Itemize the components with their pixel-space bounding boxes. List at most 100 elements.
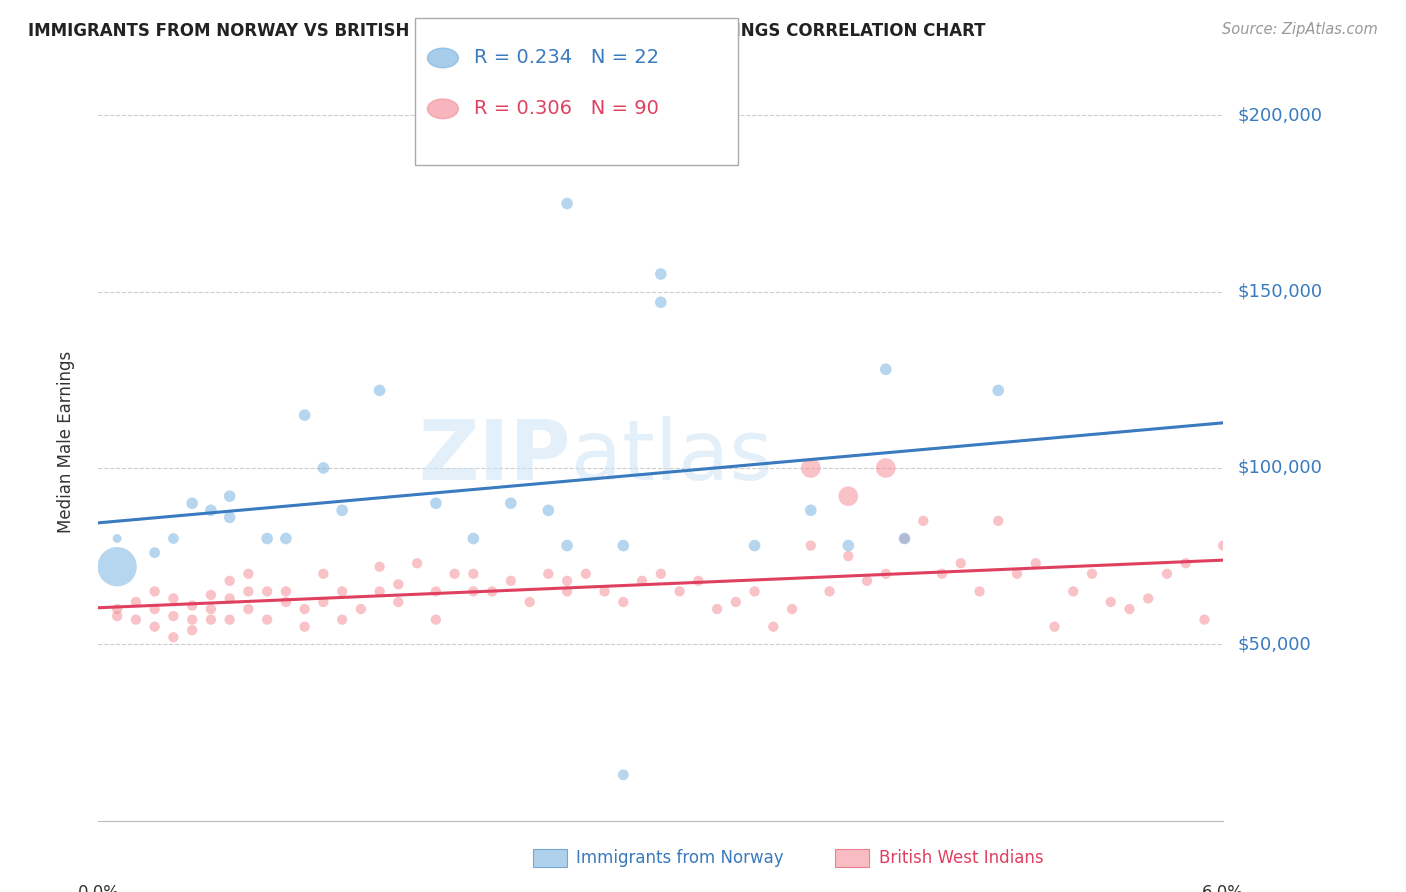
Point	[481, 584, 503, 599]
Point	[274, 584, 297, 599]
Point	[762, 620, 785, 634]
Point	[706, 602, 728, 616]
Point	[330, 584, 353, 599]
Point	[1062, 584, 1084, 599]
Point	[499, 496, 522, 510]
Text: British West Indians: British West Indians	[879, 849, 1043, 867]
Point	[949, 556, 972, 570]
Point	[1212, 539, 1234, 553]
Point	[105, 602, 128, 616]
Point	[312, 461, 335, 475]
Point	[125, 613, 148, 627]
Point	[218, 591, 240, 606]
Point	[780, 602, 803, 616]
Point	[800, 503, 823, 517]
Point	[1118, 602, 1140, 616]
Point	[218, 489, 240, 503]
Point	[875, 566, 897, 581]
Point	[668, 584, 690, 599]
Point	[463, 566, 485, 581]
Text: Immigrants from Norway: Immigrants from Norway	[576, 849, 785, 867]
Text: R = 0.306   N = 90: R = 0.306 N = 90	[474, 99, 658, 119]
Point	[837, 489, 859, 503]
Point	[969, 584, 991, 599]
Point	[537, 503, 560, 517]
Point	[912, 514, 935, 528]
Text: 0.0%: 0.0%	[77, 884, 120, 892]
Text: $150,000: $150,000	[1237, 283, 1322, 301]
Point	[612, 768, 634, 782]
Text: ZIP: ZIP	[419, 417, 571, 497]
Point	[256, 532, 278, 546]
Point	[800, 539, 823, 553]
Point	[1043, 620, 1066, 634]
Y-axis label: Median Male Earnings: Median Male Earnings	[56, 351, 75, 533]
Point	[218, 613, 240, 627]
Point	[837, 549, 859, 563]
Point	[555, 574, 578, 588]
Text: $50,000: $50,000	[1237, 635, 1310, 653]
Point	[1025, 556, 1047, 570]
Text: IMMIGRANTS FROM NORWAY VS BRITISH WEST INDIAN MEDIAN MALE EARNINGS CORRELATION C: IMMIGRANTS FROM NORWAY VS BRITISH WEST I…	[28, 22, 986, 40]
Point	[368, 384, 391, 398]
Point	[294, 620, 316, 634]
Point	[519, 595, 541, 609]
Point	[463, 584, 485, 599]
Text: 6.0%: 6.0%	[1202, 884, 1244, 892]
Point	[1099, 595, 1122, 609]
Point	[1156, 566, 1178, 581]
Point	[987, 384, 1010, 398]
Point	[631, 574, 654, 588]
Point	[181, 496, 204, 510]
Point	[218, 574, 240, 588]
Point	[181, 613, 204, 627]
Point	[875, 362, 897, 376]
Point	[931, 566, 953, 581]
Point	[200, 602, 222, 616]
Point	[818, 584, 841, 599]
Point	[312, 566, 335, 581]
Point	[499, 574, 522, 588]
Point	[724, 595, 747, 609]
Point	[274, 595, 297, 609]
Point	[387, 577, 409, 591]
Point	[575, 566, 598, 581]
Point	[181, 599, 204, 613]
Point	[256, 584, 278, 599]
Point	[312, 595, 335, 609]
Point	[162, 532, 184, 546]
Point	[143, 584, 166, 599]
Point	[555, 196, 578, 211]
Point	[105, 532, 128, 546]
Point	[612, 539, 634, 553]
Point	[650, 566, 672, 581]
Point	[162, 609, 184, 624]
Point	[330, 503, 353, 517]
Point	[555, 584, 578, 599]
Point	[162, 591, 184, 606]
Point	[856, 574, 879, 588]
Point	[1005, 566, 1028, 581]
Point	[987, 514, 1010, 528]
Point	[1194, 613, 1216, 627]
Point	[387, 595, 409, 609]
Point	[330, 613, 353, 627]
Point	[837, 539, 859, 553]
Point	[274, 532, 297, 546]
Point	[105, 559, 128, 574]
Point	[181, 624, 204, 638]
Point	[143, 546, 166, 560]
Point	[143, 602, 166, 616]
Point	[200, 613, 222, 627]
Point	[1174, 556, 1197, 570]
Point	[294, 602, 316, 616]
Point	[143, 620, 166, 634]
Point	[238, 566, 260, 581]
Point	[1081, 566, 1104, 581]
Point	[425, 496, 447, 510]
Point	[612, 595, 634, 609]
Point	[238, 584, 260, 599]
Text: R = 0.234   N = 22: R = 0.234 N = 22	[474, 48, 659, 68]
Point	[425, 584, 447, 599]
Point	[294, 408, 316, 422]
